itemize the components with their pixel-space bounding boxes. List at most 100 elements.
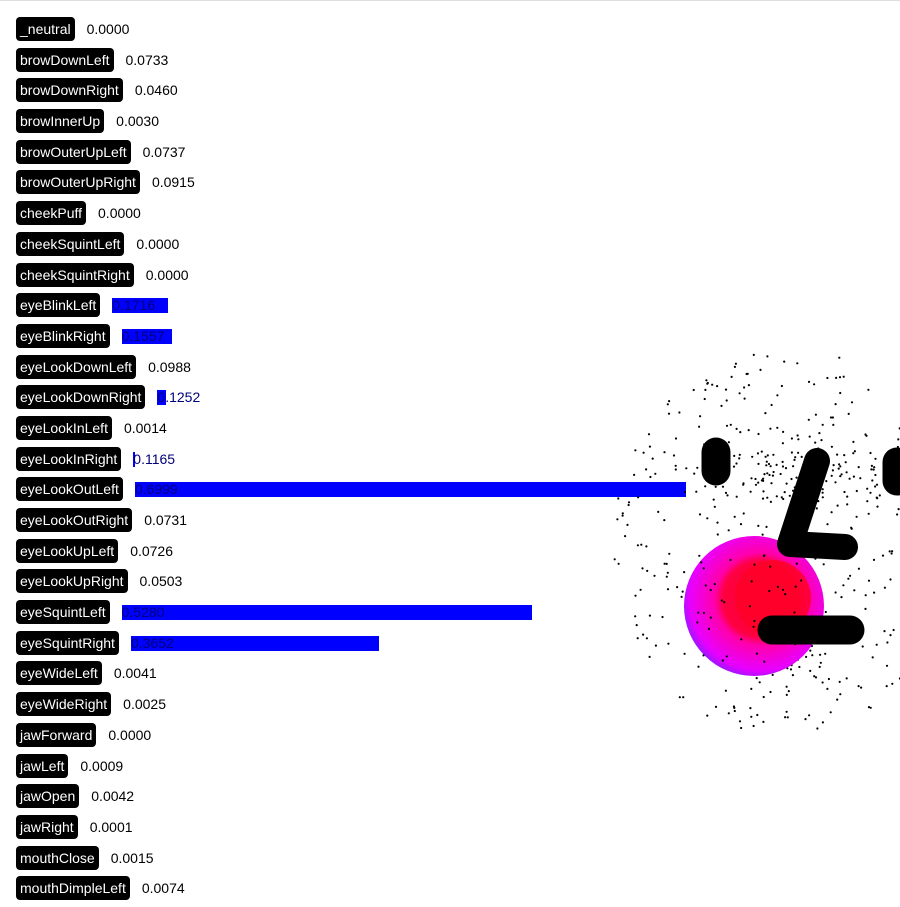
landmark-point: [654, 472, 657, 475]
landmark-point: [775, 463, 778, 466]
landmark-point: [831, 469, 835, 472]
landmark-point: [881, 554, 885, 557]
score-value: 0.1557: [121, 327, 165, 344]
landmark-point: [836, 504, 839, 507]
landmark-point: [874, 457, 877, 460]
landmark-point: [783, 360, 786, 363]
landmark-point: [613, 558, 616, 561]
blendshape-row: eyeSquintRight 0.3652: [16, 630, 379, 662]
nose-shape: [777, 448, 858, 560]
score-value: 0.0009: [80, 757, 124, 774]
blendshape-score: 0.0731: [144, 508, 187, 532]
landmark-point: [733, 706, 736, 710]
landmark-point: [725, 655, 728, 658]
landmark-point: [646, 569, 649, 573]
landmark-point: [627, 501, 631, 504]
landmark-point: [754, 483, 758, 486]
landmark-point: [769, 500, 773, 503]
landmark-point: [757, 432, 760, 436]
score-value: 0.0915: [151, 174, 195, 191]
landmark-point: [793, 458, 796, 461]
landmark-point: [883, 630, 886, 633]
blendshape-score: 0.0074: [142, 876, 185, 900]
blendshape-row: browOuterUpRight 0.0915: [16, 170, 200, 201]
score-bar: [130, 635, 379, 651]
landmark-point: [782, 430, 785, 433]
blendshape-name: browDownRight: [16, 78, 123, 103]
score-value: 0.0041: [113, 665, 157, 682]
landmark-point: [762, 490, 765, 493]
blendshape-score: 0.1716: [112, 293, 169, 317]
landmark-point: [634, 615, 637, 618]
landmark-point: [749, 490, 752, 493]
landmark-point: [750, 477, 753, 480]
landmark-point: [800, 579, 803, 582]
landmark-point: [891, 682, 894, 685]
blendshape-score: 0.0015: [111, 846, 154, 870]
landmark-point: [785, 482, 788, 485]
landmark-point: [860, 686, 863, 689]
landmark-point: [857, 685, 860, 688]
landmark-point: [742, 512, 745, 515]
landmark-point: [700, 561, 703, 564]
landmark-point: [821, 423, 824, 426]
landmark-point: [732, 465, 736, 468]
landmark-point: [852, 475, 856, 478]
landmark-point: [768, 589, 771, 593]
landmark-point: [743, 386, 746, 389]
landmark-point: [727, 441, 731, 444]
landmark-point: [847, 577, 850, 580]
landmark-point: [897, 508, 900, 511]
landmark-point: [785, 710, 788, 713]
landmark-point: [683, 490, 686, 493]
landmark-point: [757, 524, 760, 528]
score-value: 0.0731: [144, 512, 188, 528]
blendshape-score: 0.0503: [140, 569, 183, 593]
landmark-point: [756, 452, 760, 455]
score-value: 0.0000: [136, 235, 180, 252]
score-value: 0.0737: [142, 143, 186, 160]
blendshape-score: 0.0460: [135, 78, 178, 102]
blendshape-name: eyeSquintLeft: [16, 600, 110, 625]
landmark-point: [720, 599, 723, 602]
landmark-point: [819, 653, 822, 656]
landmark-point: [763, 660, 766, 663]
landmark-point: [642, 451, 645, 454]
blendshape-score: 0.0733: [126, 48, 169, 72]
score-value: 0.1165: [133, 450, 176, 467]
landmark-point: [794, 456, 797, 459]
landmark-point: [757, 462, 760, 465]
landmark-point: [809, 649, 812, 652]
landmark-point: [767, 462, 771, 466]
landmark-point: [770, 403, 773, 407]
landmark-point: [846, 503, 849, 506]
landmark-point: [712, 498, 715, 501]
landmark-point: [766, 496, 769, 499]
landmark-point: [674, 468, 677, 471]
landmark-point: [621, 512, 624, 515]
landmark-point: [791, 674, 795, 677]
landmark-point: [766, 454, 769, 457]
landmark-point: [826, 523, 829, 526]
landmark-point: [870, 468, 873, 471]
landmark-point: [785, 685, 788, 688]
landmark-point: [842, 375, 845, 378]
landmark-point: [636, 544, 640, 547]
landmark-point: [704, 388, 707, 391]
landmark-point: [784, 716, 787, 719]
landmark-point: [706, 381, 709, 385]
landmark-point: [857, 567, 861, 570]
landmark-point: [793, 611, 796, 614]
landmark-point: [663, 451, 666, 454]
landmark-point: [849, 574, 852, 577]
landmark-point: [873, 591, 876, 594]
landmark-point: [651, 457, 654, 460]
landmark-point: [698, 513, 702, 516]
landmark-point: [820, 439, 823, 442]
landmark-point: [819, 661, 822, 664]
blendshape-row: eyeWideLeft 0.0041: [16, 661, 200, 692]
landmark-point: [776, 585, 780, 589]
landmark-point: [647, 433, 651, 436]
landmark-point: [674, 464, 677, 467]
landmark-point: [878, 494, 881, 497]
